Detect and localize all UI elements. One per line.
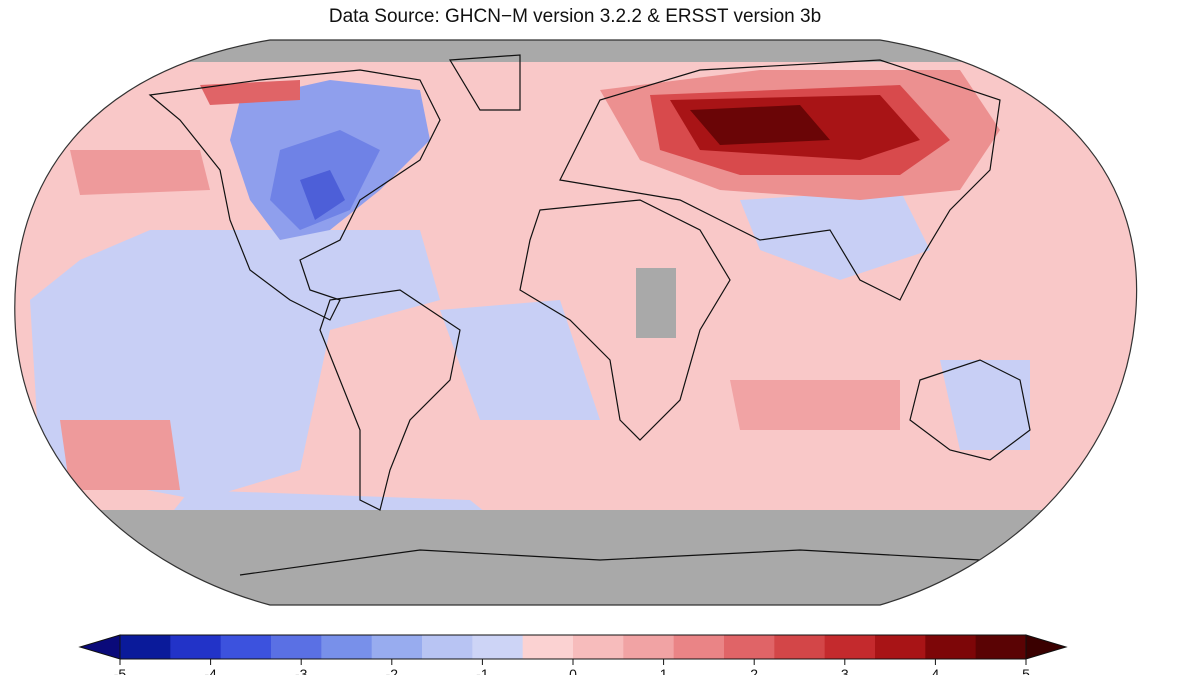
- colorbar-over-arrow: [1025, 634, 1068, 660]
- colorbar-swatch: [875, 635, 926, 659]
- colorbar-swatch: [472, 635, 524, 659]
- south-atlantic-cool-zone: [440, 300, 600, 420]
- colorbar-tick-label: -4: [204, 666, 217, 675]
- colorbar-swatch: [673, 635, 725, 659]
- colorbar-swatch: [422, 635, 473, 659]
- eurasia-outline: [559, 59, 1001, 301]
- greenland-outline: [448, 54, 521, 111]
- colorbar-swatch: [824, 635, 876, 659]
- asia-cool-zone: [740, 190, 930, 280]
- colorbar-tick-label: 2: [750, 666, 758, 675]
- indian-ocean-warm: [730, 380, 900, 430]
- colorbar-tick-label: 1: [660, 666, 668, 675]
- colorbar-tick-label: -3: [295, 666, 308, 675]
- colorbar-swatch: [774, 635, 826, 659]
- alaska-warm: [200, 80, 300, 105]
- colorbar-swatch: [522, 635, 574, 659]
- colorbar-swatch: [371, 635, 423, 659]
- map-title: Data Source: GHCN−M version 3.2.2 & ERSS…: [328, 6, 822, 27]
- colorbar-tick-label: -2: [386, 666, 399, 675]
- antarctic-no-data: [14, 510, 1137, 605]
- africa-outline: [519, 199, 731, 441]
- colorbar-swatch: [120, 635, 171, 659]
- colorbar-swatch: [724, 635, 775, 659]
- north-america-outline: [148, 69, 441, 321]
- north-america-coldest: [300, 170, 345, 220]
- colorbar-swatch: [321, 635, 373, 659]
- australia-outline: [909, 359, 1031, 461]
- central-africa-no-data: [636, 268, 676, 338]
- globe-border: [14, 39, 1138, 606]
- colorbar-tick-label: 0: [569, 666, 577, 675]
- colorbar-swatch: [623, 635, 675, 659]
- north-pacific-warm: [70, 150, 210, 195]
- south-pacific-warm: [60, 420, 180, 490]
- colorbar-swatch: [271, 635, 322, 659]
- colorbar-tick-label: 3: [841, 666, 849, 675]
- colorbar-swatch: [220, 635, 272, 659]
- colorbar-tick-label: -5: [114, 666, 127, 675]
- colorbar-swatch: [170, 635, 222, 659]
- colorbar-tick-label: 5: [1022, 666, 1030, 675]
- south-america-outline: [319, 289, 461, 511]
- colorbar-tick-label: 4: [932, 666, 940, 675]
- eurasia-hottest: [690, 105, 830, 145]
- colorbar-under-arrow: [78, 634, 121, 660]
- australia-cool-zone: [940, 360, 1030, 450]
- colorbar-swatch: [573, 635, 624, 659]
- arctic-no-data: [14, 40, 1137, 62]
- colorbar-ticks: -5 -4 -3 -2 -1 0 1 2 3 4 5: [114, 659, 1030, 675]
- colorbar-tick-label: -1: [476, 666, 489, 675]
- colorbar: [78, 634, 1068, 660]
- colorbar-swatch: [975, 635, 1027, 659]
- colorbar-swatch: [925, 635, 977, 659]
